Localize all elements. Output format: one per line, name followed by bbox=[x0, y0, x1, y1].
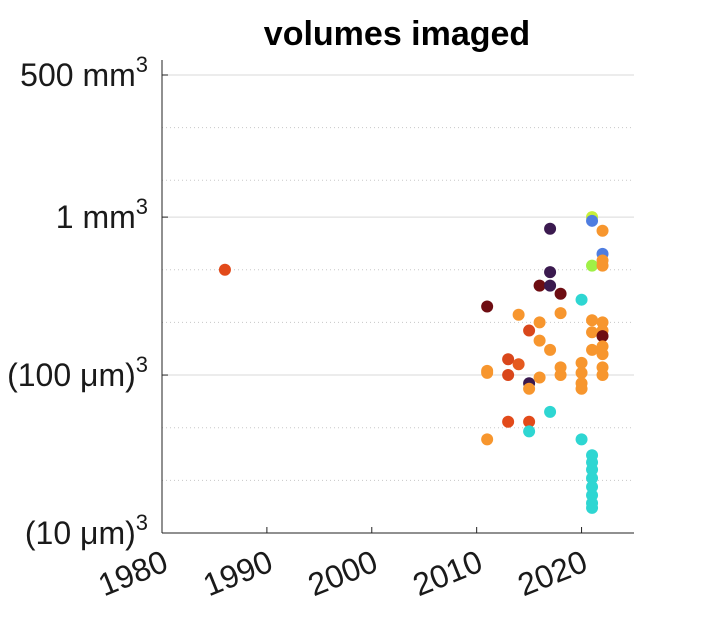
data-point bbox=[533, 279, 546, 292]
data-point bbox=[502, 353, 515, 366]
data-point bbox=[523, 324, 536, 337]
x-tick-label: 2000 bbox=[303, 543, 382, 603]
data-point bbox=[596, 369, 609, 382]
data-point bbox=[586, 472, 599, 485]
data-point bbox=[544, 279, 557, 292]
data-point bbox=[481, 366, 494, 379]
data-point bbox=[544, 343, 557, 356]
data-point bbox=[596, 259, 609, 272]
x-tick-label: 2010 bbox=[408, 543, 487, 603]
data-point bbox=[544, 405, 557, 418]
data-point bbox=[218, 263, 231, 276]
data-point bbox=[523, 425, 536, 438]
y-tick-label: 1 mm3 bbox=[56, 194, 148, 235]
x-tick-label: 1980 bbox=[93, 543, 172, 603]
data-point bbox=[596, 224, 609, 237]
data-point bbox=[586, 463, 599, 476]
data-point bbox=[586, 326, 599, 339]
y-tick-label: (10 μm)3 bbox=[25, 510, 148, 551]
chart-title: volumes imaged bbox=[264, 15, 530, 53]
data-point bbox=[544, 222, 557, 235]
data-point bbox=[575, 366, 588, 379]
data-point bbox=[586, 343, 599, 356]
data-point bbox=[575, 433, 588, 446]
data-point bbox=[575, 356, 588, 369]
y-tick-label: 500 mm3 bbox=[20, 52, 148, 93]
data-point bbox=[502, 415, 515, 428]
data-point bbox=[586, 259, 599, 272]
data-point bbox=[523, 382, 536, 395]
data-point bbox=[502, 369, 515, 382]
data-point bbox=[523, 415, 536, 428]
data-point bbox=[596, 330, 609, 343]
data-point bbox=[481, 433, 494, 446]
data-point bbox=[544, 266, 557, 279]
x-tick-labels: 1980 1990 2000 2010 2020 bbox=[93, 543, 592, 603]
data-point bbox=[586, 314, 599, 327]
data-point bbox=[554, 287, 567, 300]
data-point bbox=[533, 371, 546, 384]
x-tick-label: 2020 bbox=[513, 543, 592, 603]
data-point bbox=[586, 501, 599, 514]
data-point bbox=[575, 293, 588, 306]
data-point bbox=[596, 348, 609, 361]
data-point bbox=[554, 369, 567, 382]
data-point bbox=[533, 334, 546, 347]
data-point bbox=[512, 358, 525, 371]
data-point bbox=[586, 480, 599, 493]
data-point bbox=[512, 308, 525, 321]
data-point bbox=[554, 307, 567, 320]
axes-layer bbox=[161, 60, 634, 534]
data-point bbox=[586, 214, 599, 227]
y-tick-labels: 500 mm3 1 mm3 (100 μm)3 (10 μm)3 bbox=[7, 52, 148, 551]
data-point bbox=[481, 300, 494, 313]
x-tick-label: 1990 bbox=[198, 543, 277, 603]
grid-layer bbox=[162, 74, 634, 481]
y-tick-label: (100 μm)3 bbox=[7, 352, 148, 393]
data-point bbox=[533, 316, 546, 329]
data-points bbox=[218, 211, 609, 514]
data-point bbox=[575, 382, 588, 395]
